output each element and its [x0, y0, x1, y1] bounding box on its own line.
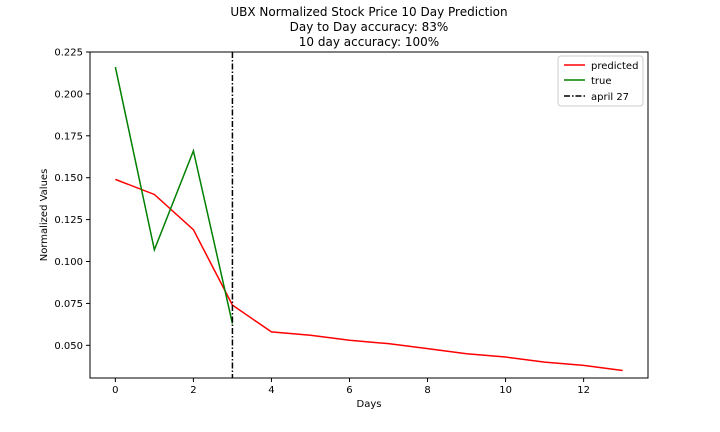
x-tick-label: 4: [268, 385, 274, 396]
legend: predicted true april 27: [557, 55, 644, 107]
y-tick-label: 0.125: [54, 215, 83, 226]
y-axis-label: Normalized Values: [39, 169, 50, 262]
y-tick-label: 0.050: [54, 341, 83, 352]
x-tick-label: 6: [346, 385, 352, 396]
chart-title: UBX Normalized Stock Price 10 Day Predic…: [230, 5, 507, 49]
series-line-true: [114, 66, 234, 324]
plot-frame: [89, 51, 649, 379]
chart-title-line-2: Day to Day accuracy: 83%: [290, 20, 449, 34]
legend-label-april-27: april 27: [591, 92, 629, 103]
legend-label-true: true: [591, 76, 612, 87]
y-tick-label: 0.100: [54, 257, 83, 268]
x-tick-label: 2: [190, 385, 196, 396]
series-line-predicted: [115, 178, 623, 372]
chart-title-line-3: 10 day accuracy: 100%: [299, 35, 439, 49]
y-tick-label: 0.200: [54, 89, 83, 100]
legend-label-predicted: predicted: [591, 61, 638, 72]
y-tick-label: 0.175: [54, 131, 83, 142]
chart-title-line-1: UBX Normalized Stock Price 10 Day Predic…: [230, 5, 507, 19]
plot-lines: [114, 52, 623, 378]
legend-box: [557, 55, 644, 107]
x-tick-label: 12: [577, 385, 590, 396]
x-tick-label: 0: [112, 385, 118, 396]
y-tick-label: 0.225: [54, 48, 83, 59]
x-axis-ticks: 0 2 4 6 8 10 12: [112, 378, 590, 396]
x-axis-label: Days: [357, 399, 382, 410]
x-tick-label: 10: [499, 385, 512, 396]
y-tick-label: 0.075: [54, 299, 83, 310]
y-axis-ticks: 0.050 0.075 0.100 0.125 0.150 0.175 0.200 0.225: [54, 48, 90, 352]
x-tick-label: 8: [424, 385, 430, 396]
y-tick-label: 0.150: [54, 173, 83, 184]
